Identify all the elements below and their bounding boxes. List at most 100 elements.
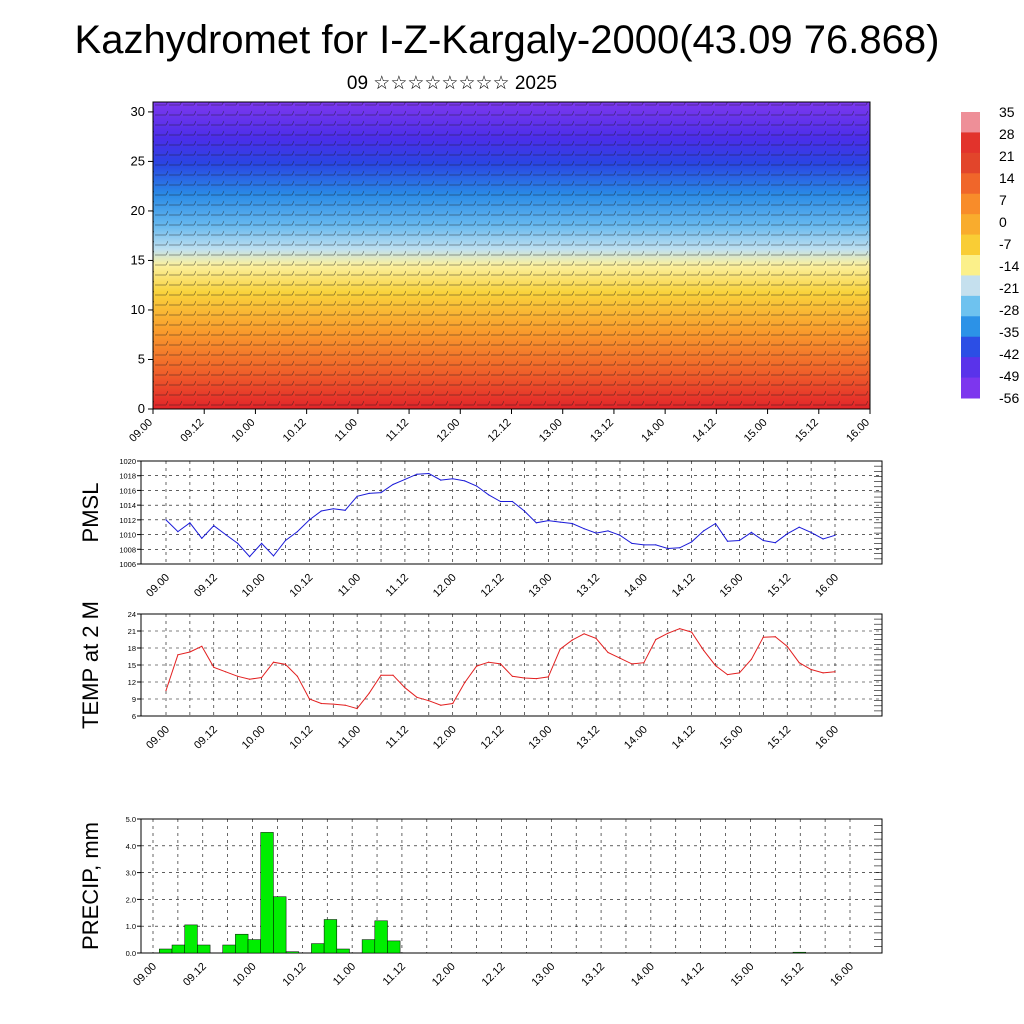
colorbar-label: -42 bbox=[999, 346, 1019, 362]
precip-xtick-label: 11.00 bbox=[331, 961, 358, 988]
temp-xtick-label: 10.00 bbox=[240, 724, 268, 752]
colorbar-swatch bbox=[961, 336, 980, 358]
pmsl-ytick-label: 1020 bbox=[119, 457, 136, 466]
heatmap-ytick-label: 20 bbox=[131, 203, 145, 218]
pmsl-xtick-label: 10.12 bbox=[288, 572, 316, 600]
heatmap-xtick-label: 14.00 bbox=[639, 417, 667, 445]
temp-ytick-label: 6 bbox=[132, 712, 136, 721]
colorbar: 35 28 21 14 7 0 -7 -14 -21 -28 -35 -42 -49 -56 bbox=[961, 104, 1019, 406]
colorbar-swatch bbox=[961, 255, 980, 276]
temp-series-line bbox=[165, 628, 836, 710]
precip-xtick-label: 09.00 bbox=[131, 961, 159, 989]
pmsl-series-line bbox=[165, 472, 836, 558]
heatmap-ytick-label: 0 bbox=[138, 401, 145, 416]
precip-bar bbox=[159, 948, 173, 954]
pmsl-ytick-label: 1018 bbox=[119, 472, 136, 481]
pmsl-xtick-label: 15.12 bbox=[765, 572, 793, 600]
wind-barbs bbox=[153, 102, 870, 409]
precip-xtick-label: 10.12 bbox=[281, 961, 309, 989]
temp-ytick-label: 21 bbox=[128, 627, 136, 636]
colorbar-swatch bbox=[961, 112, 980, 133]
colorbar-swatch bbox=[961, 234, 980, 256]
temp-xtick-label: 10.12 bbox=[288, 724, 316, 752]
temp-chart: 6 9 12 15 18 21 24 09.00 09.12 10.00 10.12 11.00 11.… bbox=[78, 601, 883, 752]
precip-bar bbox=[222, 944, 236, 954]
colorbar-label: -35 bbox=[999, 324, 1019, 340]
pmsl-xtick-label: 12.12 bbox=[479, 572, 507, 600]
colorbar-label: -28 bbox=[999, 302, 1019, 318]
temp-xtick-label: 13.12 bbox=[574, 724, 602, 752]
pmsl-xtick-label: 13.00 bbox=[526, 572, 554, 600]
pmsl-frame bbox=[140, 460, 883, 565]
heatmap-xtick-label: 13.00 bbox=[537, 417, 565, 445]
heatmap-xtick-label: 15.00 bbox=[742, 417, 770, 445]
precip-bar bbox=[361, 939, 376, 954]
precip-bar bbox=[336, 948, 350, 954]
heatmap-ytick-label: 5 bbox=[138, 351, 145, 366]
colorbar-label: 7 bbox=[999, 192, 1007, 208]
pmsl-xtick-label: 14.12 bbox=[670, 572, 698, 600]
colorbar-label: 28 bbox=[999, 126, 1015, 142]
colorbar-swatch bbox=[961, 173, 980, 195]
precip-ytick-label: 3.0 bbox=[126, 869, 136, 878]
colorbar-label: 21 bbox=[999, 148, 1015, 164]
temp-xtick-label: 13.00 bbox=[526, 724, 554, 752]
precip-xtick-label: 15.00 bbox=[729, 961, 757, 989]
pmsl-xtick-label: 16.00 bbox=[813, 572, 841, 600]
temperature-heatmap: 0 5 10 15 20 25 30 09.00 09.12 10.00 10.12 11.00 11.… bbox=[127, 101, 872, 445]
precip-ytick-label: 4.0 bbox=[126, 842, 136, 851]
temp-xtick-label: 09.12 bbox=[192, 724, 220, 752]
temp-frame bbox=[140, 613, 883, 717]
pmsl-ytick-label: 1006 bbox=[119, 560, 136, 569]
precip-bar bbox=[197, 944, 211, 954]
pmsl-ylabel: PMSL bbox=[78, 483, 103, 543]
colorbar-label: -21 bbox=[999, 280, 1019, 296]
colorbar-swatch bbox=[961, 316, 980, 338]
colorbar-swatch bbox=[961, 295, 980, 317]
precip-bar bbox=[285, 951, 300, 954]
precip-chart: 0.0 1.0 2.0 3.0 4.0 5.0 09.00 09.12 10.00 10.12 11… bbox=[78, 815, 883, 989]
precip-bar bbox=[323, 919, 338, 954]
pmsl-xtick-label: 11.12 bbox=[384, 572, 411, 599]
precip-xtick-label: 14.12 bbox=[679, 961, 707, 989]
colorbar-label: -56 bbox=[999, 390, 1019, 406]
temp-xtick-label: 16.00 bbox=[813, 724, 841, 752]
pmsl-ytick-label: 1014 bbox=[119, 501, 136, 510]
heatmap-xtick-label: 09.12 bbox=[178, 417, 206, 445]
heatmap-xtick-label: 14.12 bbox=[691, 417, 719, 445]
heatmap-xtick-label: 11.12 bbox=[384, 417, 411, 444]
heatmap-xtick-label: 15.12 bbox=[793, 417, 821, 445]
pmsl-ytick-label: 1008 bbox=[119, 545, 136, 554]
precip-ylabel: PRECIP, mm bbox=[78, 822, 103, 950]
heatmap-ytick-label: 30 bbox=[131, 104, 145, 119]
precip-xtick-label: 14.00 bbox=[629, 961, 657, 989]
precip-xtick-label: 13.12 bbox=[579, 961, 607, 989]
colorbar-label: 0 bbox=[999, 214, 1007, 230]
temp-ytick-label: 9 bbox=[132, 695, 136, 704]
temp-xtick-label: 09.00 bbox=[144, 724, 172, 752]
colorbar-label: -14 bbox=[999, 258, 1019, 274]
heatmap-xtick-label: 13.12 bbox=[588, 417, 616, 445]
colorbar-swatch bbox=[961, 193, 980, 215]
pmsl-xtick-label: 09.00 bbox=[144, 572, 172, 600]
precip-bar bbox=[273, 896, 287, 954]
colorbar-swatch bbox=[961, 357, 980, 379]
precip-bar bbox=[184, 924, 198, 954]
precip-frame bbox=[140, 818, 883, 954]
pmsl-xtick-label: 15.00 bbox=[718, 572, 746, 600]
heatmap-xtick-label: 12.12 bbox=[486, 417, 514, 445]
precip-ytick-label: 2.0 bbox=[126, 895, 136, 904]
pmsl-ytick-label: 1016 bbox=[119, 486, 136, 495]
precip-xtick-label: 09.12 bbox=[181, 961, 209, 989]
precip-bar bbox=[247, 939, 261, 954]
temp-xtick-label: 12.12 bbox=[479, 724, 507, 752]
precip-bar bbox=[311, 943, 325, 954]
temp-ytick-label: 24 bbox=[128, 610, 136, 619]
temp-xtick-label: 12.00 bbox=[431, 724, 459, 752]
precip-bar bbox=[792, 951, 806, 954]
colorbar-label: -7 bbox=[999, 236, 1012, 252]
heatmap-xtick-label: 09.00 bbox=[127, 417, 155, 445]
colorbar-label: -49 bbox=[999, 368, 1019, 384]
colorbar-label: 14 bbox=[999, 170, 1015, 186]
